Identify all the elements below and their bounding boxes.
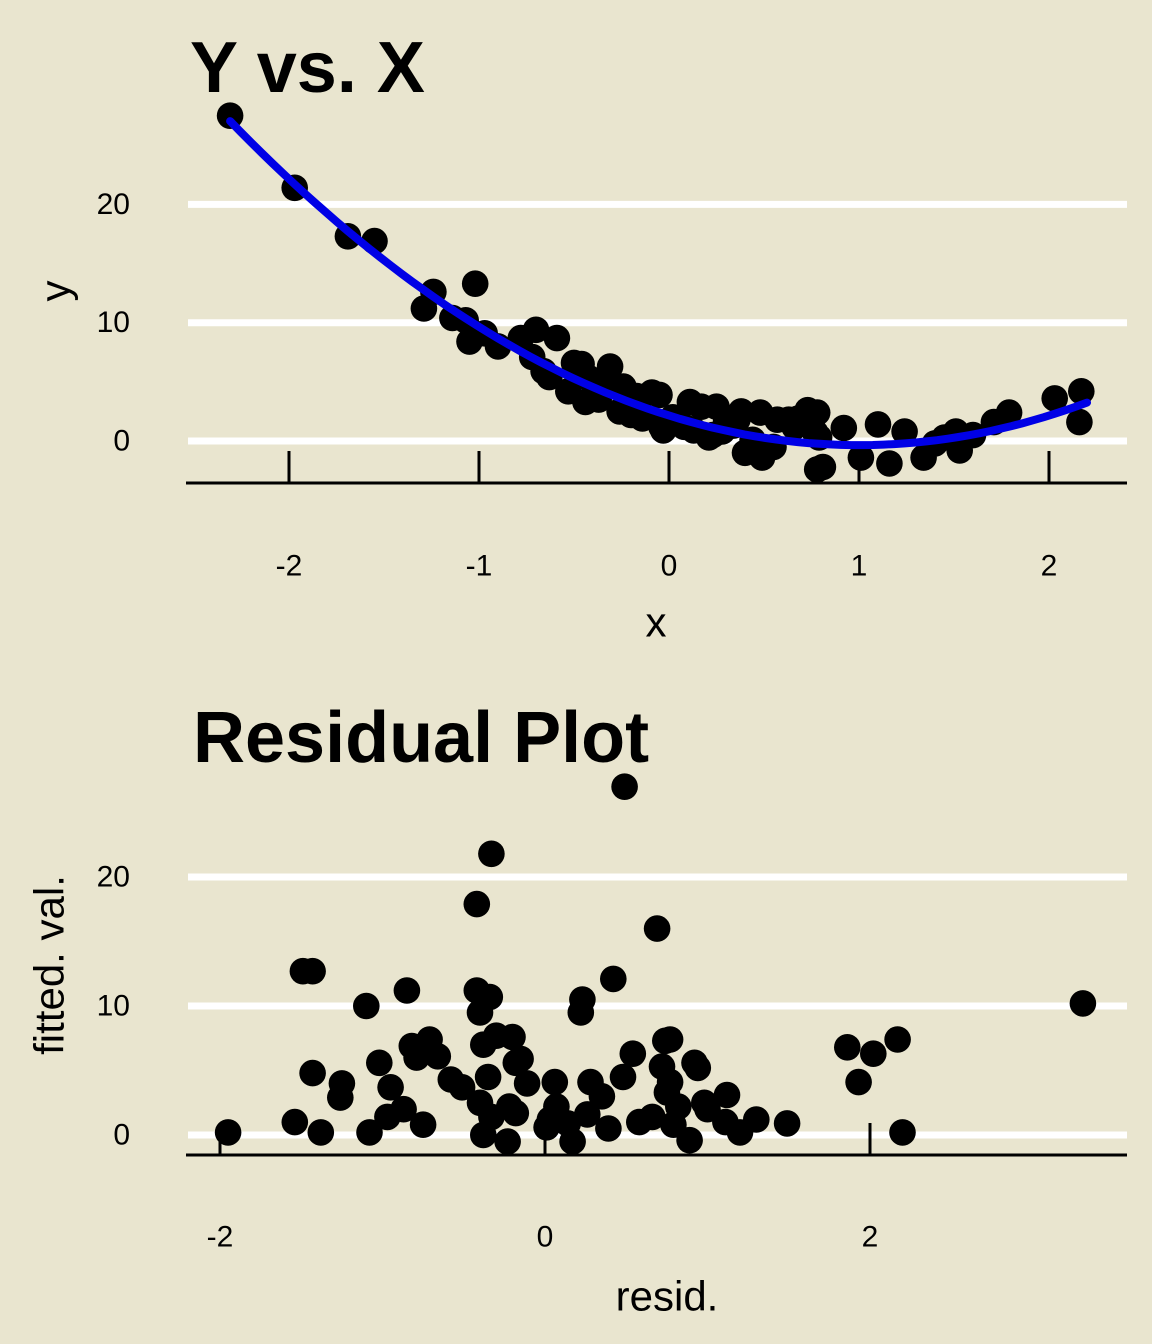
y-tick-label-20: 20 — [97, 861, 130, 894]
y-tick-label-20: 20 — [97, 188, 130, 221]
data-point — [478, 840, 505, 868]
data-point — [609, 1063, 637, 1091]
data-point — [448, 1074, 476, 1101]
data-point — [299, 1059, 326, 1087]
data-point — [860, 1040, 887, 1067]
x-tick-label-1: 1 — [851, 550, 868, 583]
data-point — [773, 1110, 801, 1137]
data-point — [513, 1070, 541, 1097]
data-point — [803, 399, 831, 426]
data-point — [876, 450, 903, 477]
data-point — [727, 398, 755, 425]
data-point — [474, 1063, 502, 1091]
chart-title: Residual Plot — [193, 698, 649, 778]
data-point — [891, 418, 918, 445]
data-point — [377, 1074, 404, 1101]
data-point — [393, 977, 421, 1004]
data-point — [646, 381, 673, 409]
data-point — [502, 1099, 530, 1127]
data-point — [424, 1043, 452, 1070]
data-point — [507, 1045, 534, 1073]
chart-title: Y vs. X — [190, 28, 425, 108]
data-point — [834, 1034, 861, 1061]
data-point — [656, 1068, 684, 1096]
data-point — [845, 1068, 872, 1096]
data-point — [463, 890, 491, 918]
x-tick-label--1: -1 — [466, 550, 493, 583]
y-tick-label-0: 0 — [113, 1119, 130, 1152]
data-point — [588, 1083, 616, 1110]
data-point — [307, 1119, 335, 1146]
data-point — [494, 1128, 521, 1155]
data-point — [543, 324, 571, 352]
data-point — [656, 1026, 684, 1053]
data-point — [713, 1081, 741, 1109]
data-point — [864, 411, 892, 438]
data-point — [595, 1115, 622, 1142]
data-point — [299, 957, 326, 985]
y-tick-label-0: 0 — [113, 425, 130, 458]
data-point — [1068, 378, 1095, 405]
data-point — [1066, 408, 1093, 436]
data-point — [281, 1108, 309, 1136]
data-point — [328, 1070, 356, 1097]
data-point — [809, 453, 837, 481]
data-point — [684, 1054, 712, 1082]
data-point — [409, 1111, 437, 1138]
data-point — [522, 316, 550, 344]
data-point — [884, 1026, 911, 1053]
data-point — [889, 1119, 916, 1146]
fit-curve — [226, 117, 1091, 450]
data-point — [1041, 385, 1068, 412]
x-tick-label--2: -2 — [276, 550, 303, 583]
data-point — [461, 270, 489, 298]
data-point — [600, 965, 627, 993]
x-axis-title: x — [646, 599, 667, 646]
data-point — [995, 399, 1023, 426]
x-tick-label-0: 0 — [537, 1221, 554, 1254]
data-point — [1069, 990, 1097, 1017]
y-axis-title: y — [32, 281, 79, 302]
data-point — [665, 1093, 692, 1120]
y-tick-label-10: 10 — [97, 990, 130, 1023]
data-point — [626, 1108, 653, 1136]
data-point — [390, 1095, 417, 1123]
y-axis-title: fitted. val. — [26, 875, 73, 1055]
x-tick-label-2: 2 — [862, 1221, 879, 1254]
x-axis-title: resid. — [616, 1273, 719, 1320]
data-point — [353, 992, 380, 1020]
data-point — [366, 1049, 393, 1077]
data-point — [466, 999, 494, 1026]
data-point — [830, 414, 858, 442]
data-point — [356, 1119, 383, 1146]
data-point — [541, 1068, 569, 1096]
data-point — [619, 1040, 647, 1067]
data-point — [611, 773, 638, 800]
data-point — [214, 1119, 242, 1146]
data-point — [676, 1126, 703, 1154]
data-point — [499, 1023, 526, 1051]
x-tick-label-2: 2 — [1041, 550, 1058, 583]
y-tick-label-10: 10 — [97, 306, 130, 339]
data-point — [847, 444, 875, 471]
data-point — [643, 915, 671, 942]
data-point — [559, 1128, 586, 1155]
data-point — [726, 1119, 754, 1146]
data-point — [567, 999, 595, 1026]
x-tick-label--2: -2 — [207, 1221, 234, 1254]
x-tick-label-0: 0 — [661, 550, 678, 583]
data-point — [574, 1101, 601, 1128]
